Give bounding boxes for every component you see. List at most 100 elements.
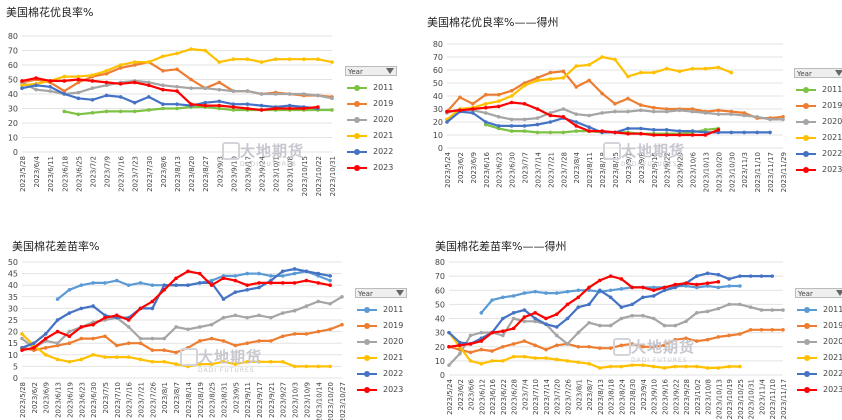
- x-tick-label: 2023/9/4: [640, 378, 648, 410]
- legend-item[interactable]: 2011: [794, 82, 842, 98]
- legend-marker: [354, 101, 360, 107]
- legend-item[interactable]: 2022: [355, 366, 407, 382]
- line-chart: 0 5 10 15 20 25 30 35 40 45 50 2023/5/28 2023/6/2 202…: [8, 258, 347, 420]
- filter-icon[interactable]: [835, 70, 842, 76]
- x-tick-label: 2023/8/6: [160, 155, 168, 187]
- legend-item[interactable]: 2021: [795, 350, 842, 366]
- legend-item[interactable]: 2019: [355, 318, 407, 334]
- legend-item[interactable]: 2021: [794, 130, 842, 146]
- data-point-2023: [651, 288, 656, 293]
- data-point-2021: [598, 366, 602, 370]
- data-point-2022: [742, 130, 747, 135]
- data-point-2023: [509, 100, 514, 105]
- data-point-2019: [496, 92, 501, 97]
- data-point-2011: [522, 129, 527, 133]
- y-tick-label: 20: [435, 343, 445, 352]
- legend-item[interactable]: 2020: [355, 334, 407, 350]
- data-point-2023: [245, 283, 249, 287]
- data-point-2019: [554, 343, 559, 348]
- legend-item[interactable]: 2022: [345, 144, 397, 160]
- data-point-2021: [639, 70, 643, 75]
- data-point-2023: [162, 288, 167, 292]
- data-point-2019: [43, 346, 48, 350]
- filter-icon[interactable]: [396, 290, 404, 296]
- data-point-2022: [587, 125, 591, 129]
- data-point-2019: [598, 346, 602, 350]
- data-point-2021: [662, 366, 667, 370]
- data-point-2023: [20, 79, 24, 83]
- legend-item[interactable]: 2023: [345, 160, 397, 176]
- legend-item[interactable]: 2023: [795, 382, 842, 398]
- x-tick-label: 2023/10/19: [726, 379, 734, 419]
- x-tick-label: 2023/6/25: [75, 156, 83, 192]
- legend-item[interactable]: 2021: [345, 128, 397, 144]
- data-point-2021: [684, 364, 688, 369]
- x-tick-label: 2023/6/16: [489, 378, 497, 414]
- data-point-2020: [608, 323, 613, 328]
- data-point-2019: [162, 348, 167, 352]
- data-point-2021: [233, 362, 238, 366]
- legend-item[interactable]: 2011: [795, 302, 842, 318]
- legend-item[interactable]: 2011: [355, 302, 407, 318]
- data-point-2011: [233, 274, 238, 278]
- y-tick-label: 60: [433, 66, 443, 75]
- data-point-2021: [231, 57, 236, 61]
- data-point-2022: [79, 306, 84, 311]
- data-point-2020: [304, 304, 309, 308]
- legend-item[interactable]: 2020: [795, 334, 842, 350]
- x-tick-label: 2023/8/25: [209, 382, 217, 418]
- data-point-2021: [203, 48, 207, 53]
- data-point-2021: [511, 354, 516, 359]
- x-tick-label: 2023/10/30: [728, 152, 736, 192]
- data-point-2023: [613, 130, 617, 135]
- data-point-2020: [630, 313, 634, 318]
- legend-item[interactable]: 2022: [794, 146, 842, 162]
- x-tick-label: 2023/11/3: [741, 152, 749, 188]
- data-point-2021: [619, 364, 624, 369]
- data-point-2021: [626, 74, 630, 79]
- legend-item[interactable]: 2019: [794, 98, 842, 114]
- data-point-2021: [548, 77, 553, 81]
- data-point-2023: [115, 313, 119, 318]
- x-tick-label: 2023/11/29: [780, 152, 788, 192]
- data-point-2020: [781, 117, 785, 122]
- data-point-2022: [544, 322, 548, 326]
- data-point-2023: [716, 279, 721, 284]
- filter-icon[interactable]: [386, 68, 394, 74]
- data-point-2022: [257, 285, 261, 290]
- legend-item[interactable]: 2023: [794, 162, 842, 178]
- legend-item[interactable]: 2021: [355, 350, 407, 366]
- legend-header[interactable]: Year: [345, 66, 397, 76]
- data-point-2022: [755, 130, 759, 135]
- data-point-2019: [340, 322, 344, 327]
- x-tick-label: 2023/10/2: [694, 379, 702, 415]
- x-tick-label: 2023/10/27: [339, 382, 347, 420]
- legend-item[interactable]: 2020: [794, 114, 842, 130]
- data-point-2022: [203, 100, 207, 105]
- data-point-2022: [292, 267, 297, 271]
- legend-item[interactable]: 2022: [795, 366, 842, 382]
- chart-title: 美国棉花差苗率%: [12, 240, 100, 253]
- legend-item[interactable]: 2023: [355, 382, 407, 398]
- data-point-2020: [561, 107, 566, 111]
- legend-header[interactable]: Year: [794, 68, 842, 78]
- data-point-2019: [197, 339, 202, 343]
- data-point-2019: [490, 349, 494, 353]
- data-point-2020: [209, 322, 214, 327]
- legend-item[interactable]: 2011: [345, 80, 397, 96]
- data-point-2011: [67, 288, 72, 292]
- legend-item[interactable]: 2019: [345, 96, 397, 112]
- data-point-2022: [651, 128, 656, 132]
- legend-header[interactable]: Year: [355, 288, 407, 298]
- data-point-2023: [630, 285, 634, 290]
- y-tick-label: 25: [8, 316, 18, 325]
- legend-item[interactable]: 2020: [345, 112, 397, 128]
- data-point-2023: [554, 312, 559, 317]
- data-point-2011: [608, 288, 613, 293]
- legend-label: 2019: [373, 99, 394, 108]
- filter-icon[interactable]: [836, 290, 842, 296]
- data-point-2011: [280, 274, 285, 278]
- legend-header[interactable]: Year: [795, 288, 842, 298]
- data-point-2019: [705, 337, 710, 342]
- legend-item[interactable]: 2019: [795, 318, 842, 334]
